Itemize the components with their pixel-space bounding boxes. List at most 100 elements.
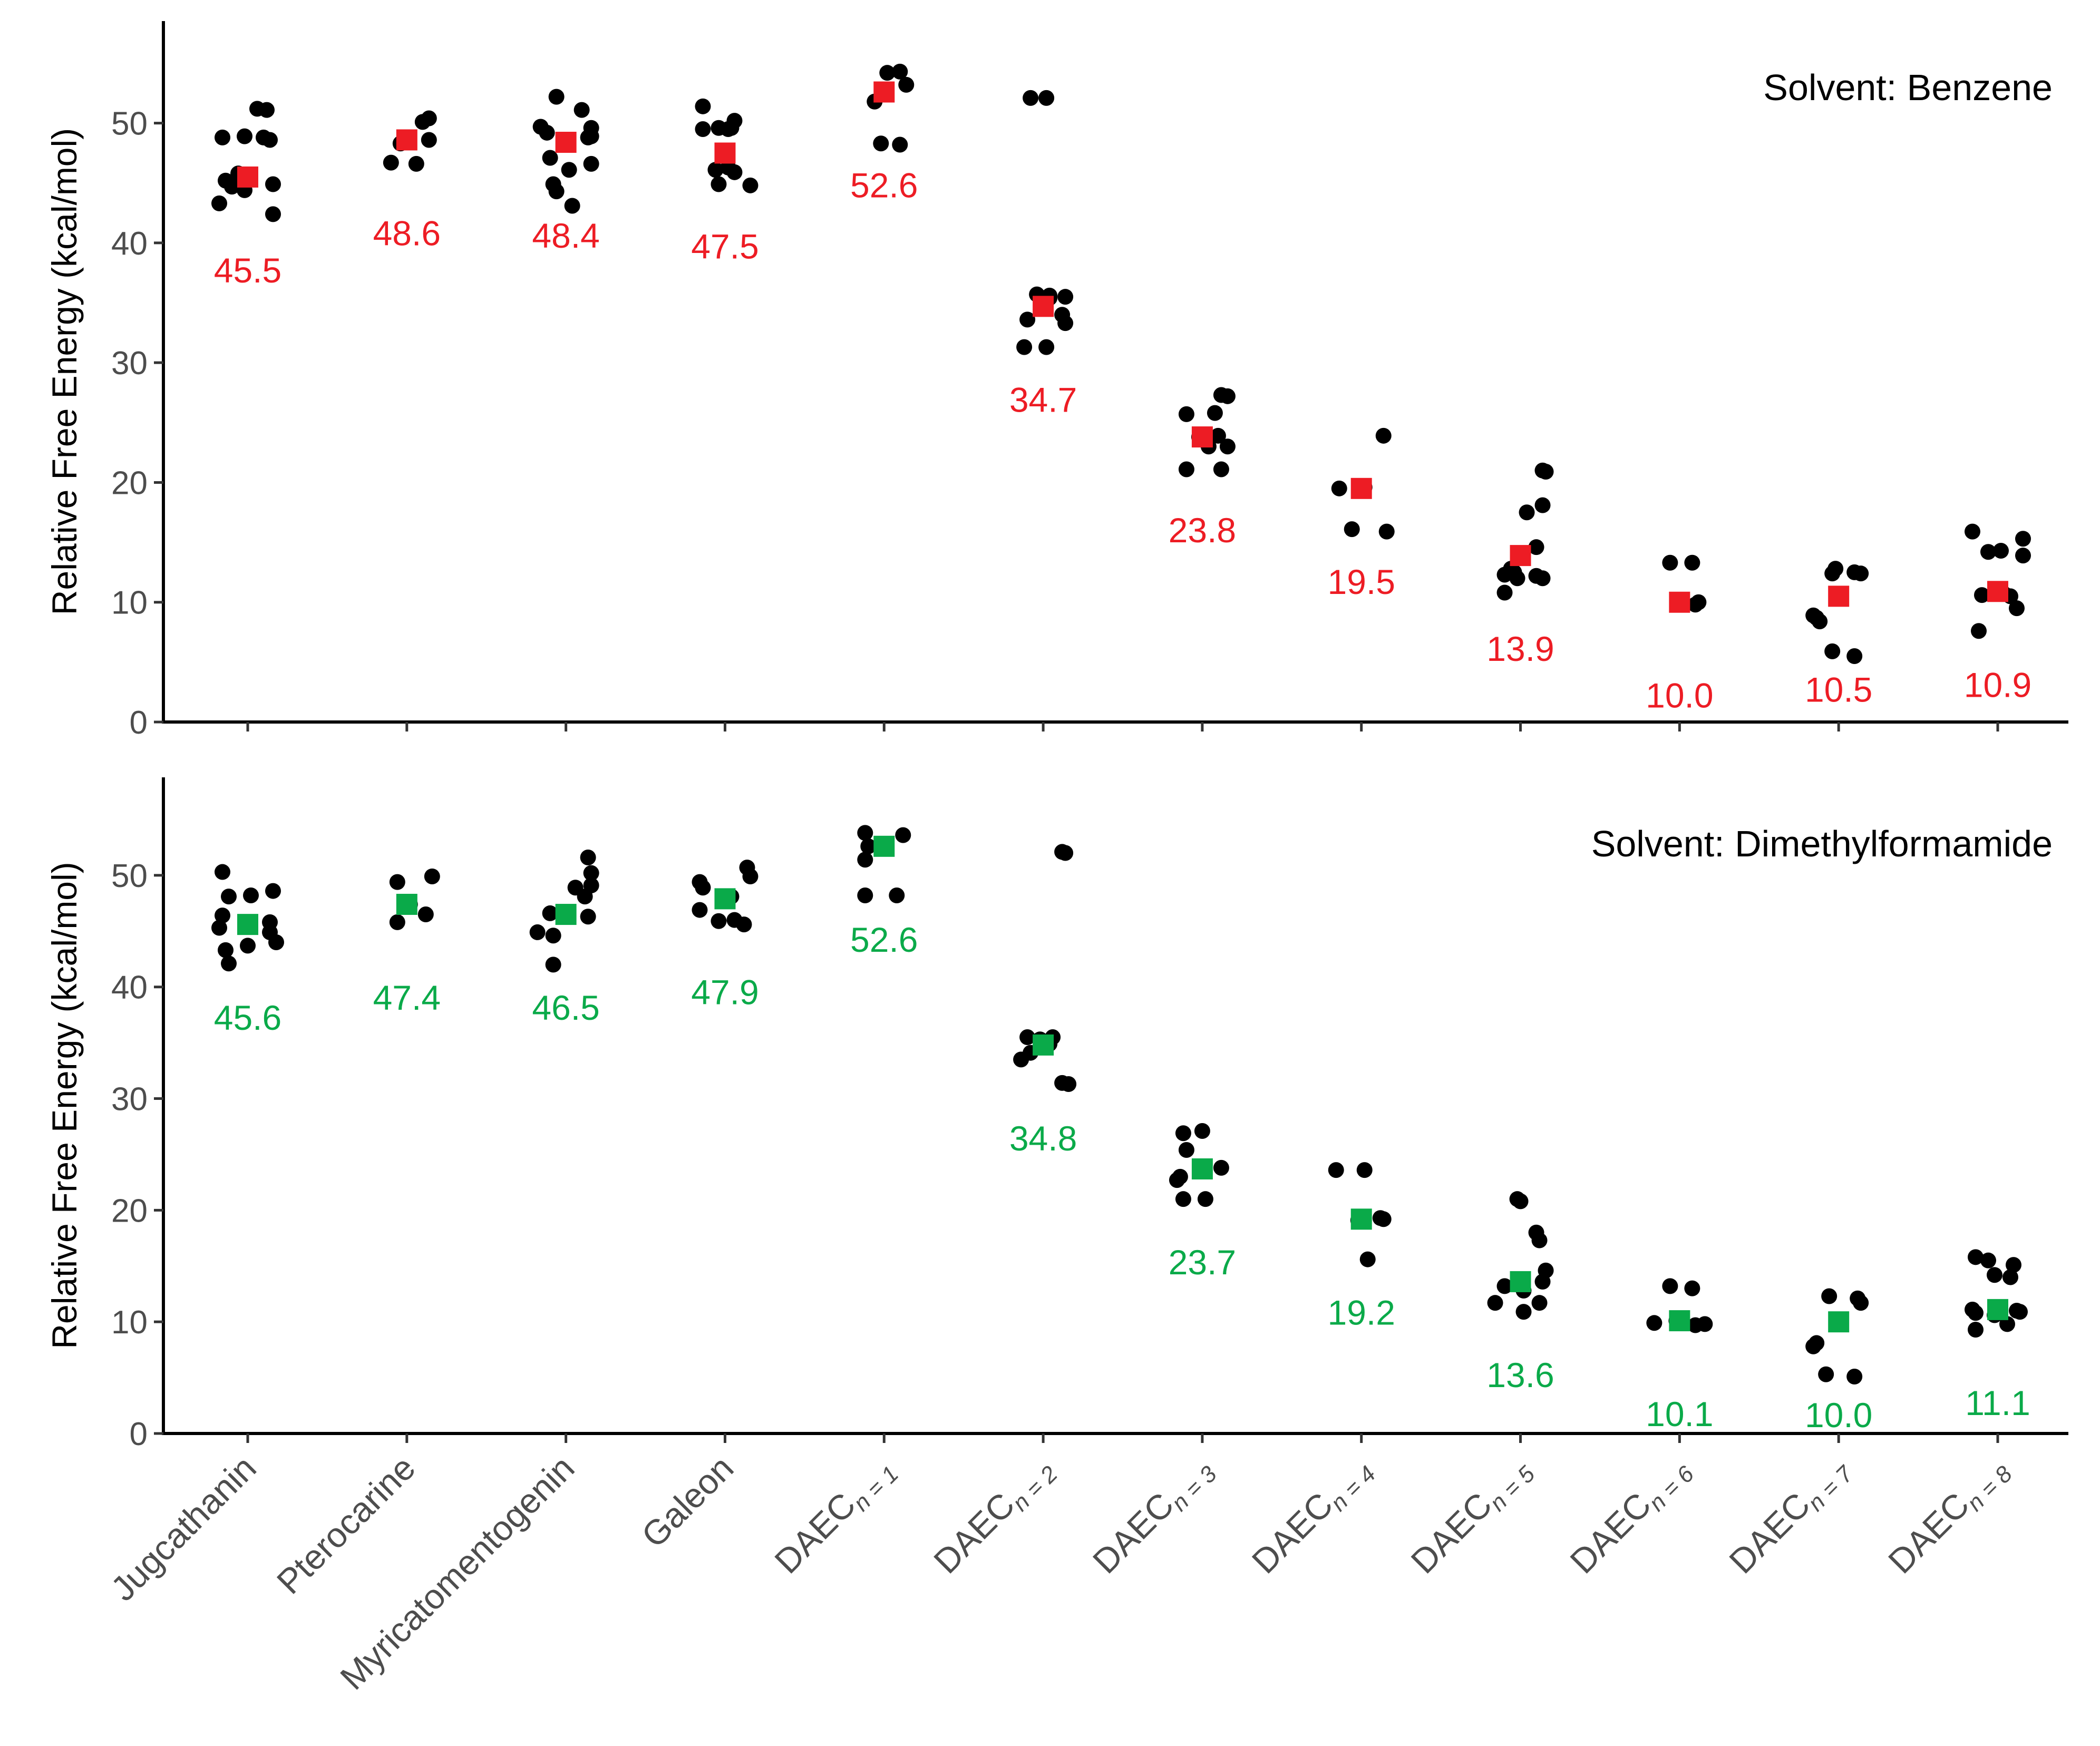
data-point: [580, 909, 596, 925]
data-point: [898, 76, 915, 93]
data-point: [1344, 521, 1360, 538]
data-point: [1809, 610, 1825, 626]
data-point: [259, 102, 275, 118]
mean-marker: [1350, 477, 1372, 499]
mean-label: 10.5: [1805, 670, 1872, 709]
panel-2: 0 10 20 30 40 50 Relative Free Energy (kcal/mo…: [45, 777, 2068, 1697]
data-point: [1690, 594, 1707, 610]
data-point: [265, 883, 281, 899]
mean-label: 34.7: [1009, 380, 1077, 419]
data-point: [417, 906, 434, 923]
data-point: [692, 902, 708, 918]
data-point: [268, 934, 284, 950]
data-point: [1531, 1295, 1548, 1311]
x-category-label: DAECn = 3: [1085, 1448, 1222, 1585]
data-point: [1818, 1366, 1834, 1382]
data-point: [889, 887, 905, 904]
data-point: [545, 957, 561, 973]
data-point: [262, 132, 278, 148]
data-point: [211, 920, 227, 936]
data-point: [2009, 600, 2025, 617]
data-point: [1175, 1125, 1191, 1142]
data-point: [1019, 1029, 1036, 1046]
data-point: [695, 98, 711, 114]
data-point: [1980, 1252, 1996, 1269]
data-point: [1534, 497, 1551, 513]
mean-marker: [1987, 1299, 2008, 1320]
data-point: [879, 65, 896, 81]
mean-marker: [1191, 1158, 1213, 1179]
x-category-label: DAECn = 6: [1562, 1448, 1699, 1585]
data-point: [857, 887, 873, 904]
data-point: [1178, 1142, 1194, 1158]
data-point: [742, 177, 759, 193]
data-point: [1531, 1232, 1548, 1248]
mean-label: 10.0: [1646, 676, 1713, 715]
data-point: [221, 889, 237, 905]
data-point: [211, 195, 227, 211]
mean-marker: [555, 904, 577, 925]
data-point: [1974, 587, 1990, 603]
data-point: [389, 874, 405, 890]
data-point: [424, 869, 440, 885]
data-point: [240, 938, 256, 954]
y-tick-label: 50: [111, 106, 148, 142]
data-point: [1519, 504, 1535, 521]
data-point: [1534, 1273, 1551, 1290]
mean-label: 47.4: [373, 978, 441, 1017]
data-point: [265, 176, 281, 192]
data-point: [695, 880, 711, 896]
data-point: [1375, 427, 1392, 444]
data-point: [1207, 405, 1223, 421]
data-point: [529, 924, 546, 940]
data-point: [860, 838, 877, 854]
mean-marker: [237, 914, 258, 935]
data-point: [1827, 561, 1844, 577]
data-point: [1528, 539, 1544, 555]
mean-label: 47.5: [691, 227, 759, 266]
data-point: [711, 176, 727, 192]
data-point: [1375, 1211, 1392, 1227]
mean-label: 23.7: [1169, 1243, 1236, 1282]
y-tick-label: 40: [111, 970, 148, 1006]
mean-label: 48.6: [373, 213, 441, 252]
data-point: [742, 869, 759, 885]
data-point: [1662, 554, 1678, 571]
data-point: [1057, 845, 1074, 861]
data-point: [857, 825, 873, 841]
data-point: [723, 120, 740, 136]
data-point: [577, 889, 593, 905]
mean-marker: [873, 835, 895, 857]
x-category-label: DAECn = 7: [1722, 1447, 1859, 1584]
data-point: [1178, 461, 1194, 477]
data-point: [421, 110, 437, 126]
data-point: [2002, 1269, 2018, 1285]
data-point: [1971, 623, 1987, 639]
mean-label: 45.6: [214, 998, 281, 1037]
data-point: [265, 206, 281, 222]
data-point: [215, 908, 230, 924]
data-point: [711, 913, 727, 929]
data-point: [383, 154, 399, 171]
mean-marker: [1033, 1034, 1054, 1056]
data-point: [548, 89, 565, 105]
data-point: [1993, 543, 2009, 559]
panel-1: 0 10 20 30 40 50 Relative Free Energy (kcal/mo…: [45, 21, 2068, 741]
mean-marker: [555, 132, 577, 153]
data-point: [1487, 1295, 1503, 1311]
mean-marker: [714, 888, 736, 910]
y-tick-label: 20: [111, 1193, 148, 1229]
data-point: [1853, 565, 1869, 582]
mean-marker: [237, 166, 258, 188]
data-point: [1980, 544, 1996, 560]
data-point: [215, 129, 230, 145]
data-point: [542, 905, 558, 921]
mean-label: 46.5: [532, 988, 599, 1027]
data-point: [873, 135, 889, 152]
data-point: [1356, 1162, 1373, 1178]
data-point: [1534, 462, 1551, 479]
data-point: [389, 914, 405, 930]
mean-marker: [396, 893, 417, 915]
